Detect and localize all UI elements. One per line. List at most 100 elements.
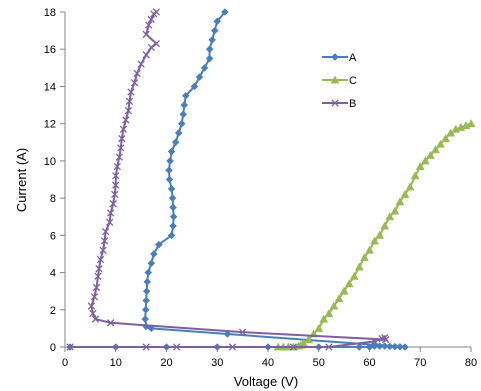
legend-label-a: A xyxy=(349,52,357,64)
y-tick-label: 6 xyxy=(50,230,56,242)
x-tick-label: 20 xyxy=(160,357,172,369)
data-point-c xyxy=(334,294,344,303)
x-tick-label: 40 xyxy=(262,357,274,369)
data-point-a xyxy=(180,101,189,109)
axes: 0 2 4 6 8 10 12 14 16 18 0 10 20 30 40 50 60 70 80 xyxy=(44,7,477,369)
data-point-b xyxy=(115,153,123,161)
data-point-c xyxy=(431,145,440,154)
legend-entry-a: A xyxy=(322,52,357,64)
data-point-a xyxy=(190,82,199,91)
data-point-a xyxy=(391,342,399,351)
data-point-a xyxy=(144,268,153,277)
data-point-c xyxy=(365,245,374,254)
legend-entry-c: C xyxy=(322,75,357,87)
data-point-b xyxy=(109,200,117,208)
data-point-b xyxy=(124,106,133,115)
data-point-b xyxy=(133,69,141,78)
x-tick-label: 0 xyxy=(62,357,68,369)
data-point-b xyxy=(325,343,333,351)
y-tick-label: 10 xyxy=(44,156,56,168)
series-a xyxy=(66,8,409,351)
data-point-b xyxy=(107,209,115,217)
data-point-a xyxy=(380,342,389,350)
data-point-b xyxy=(172,343,181,351)
data-point-b xyxy=(111,190,119,199)
data-point-b xyxy=(122,116,130,124)
legend-label-b: B xyxy=(349,98,356,110)
x-tick-label: 10 xyxy=(110,357,122,369)
data-point-c xyxy=(360,253,369,262)
x-tick-label: 30 xyxy=(211,357,223,369)
data-point-c xyxy=(415,161,425,170)
data-point-b xyxy=(370,337,379,346)
data-point-a xyxy=(396,342,404,351)
data-point-a xyxy=(165,175,174,184)
data-point-b xyxy=(118,134,126,143)
data-point-a xyxy=(171,138,180,147)
data-point-b xyxy=(130,79,139,87)
data-point-a xyxy=(401,343,409,351)
data-point-a xyxy=(142,287,151,296)
data-point-b xyxy=(100,237,109,245)
legend-label-c: C xyxy=(349,75,357,87)
data-point-a xyxy=(200,63,209,72)
data-point-a xyxy=(165,166,173,175)
data-point-b xyxy=(87,302,96,310)
data-point-a xyxy=(142,296,151,305)
data-point-c xyxy=(324,308,334,317)
data-point-a xyxy=(355,343,364,351)
data-point-a xyxy=(169,212,178,221)
data-point-a xyxy=(141,315,150,323)
data-point-b xyxy=(96,255,105,264)
x-tick-label: 70 xyxy=(414,357,426,369)
data-point-a xyxy=(167,231,176,240)
data-point-b xyxy=(117,144,125,152)
legend-marker-c xyxy=(330,75,340,84)
data-point-b xyxy=(289,343,298,351)
data-point-c xyxy=(304,335,314,344)
data-point-b xyxy=(113,162,121,171)
data-point-b xyxy=(137,60,145,68)
data-point-c xyxy=(400,189,410,198)
y-tick-label: 8 xyxy=(50,193,56,205)
y-tick-label: 16 xyxy=(44,44,56,56)
y-tick-label: 12 xyxy=(44,119,56,131)
data-point-b xyxy=(142,343,150,351)
series-c xyxy=(273,119,476,351)
y-tick-label: 14 xyxy=(44,81,56,93)
y-tick-label: 18 xyxy=(44,7,56,19)
x-tick-label: 80 xyxy=(465,357,477,369)
data-point-c xyxy=(370,236,379,245)
y-tick-label: 2 xyxy=(50,305,56,317)
data-point-b xyxy=(112,181,120,189)
legend-marker-a xyxy=(331,53,339,61)
data-point-c xyxy=(349,271,359,280)
data-point-b xyxy=(142,30,150,38)
x-axis-title: Voltage (V) xyxy=(234,374,298,389)
data-point-b xyxy=(127,88,135,96)
data-point-a xyxy=(169,203,177,212)
y-axis-title: Current (A) xyxy=(14,148,29,212)
data-point-c xyxy=(395,197,405,206)
data-point-c xyxy=(339,286,349,295)
data-point-b xyxy=(119,125,128,133)
data-point-a xyxy=(167,184,176,193)
series-layer xyxy=(66,8,476,351)
data-point-a xyxy=(149,250,158,258)
data-point-b xyxy=(95,265,103,273)
data-point-b xyxy=(112,172,120,180)
data-point-b xyxy=(90,293,99,301)
y-tick-label: 4 xyxy=(50,268,56,280)
data-point-b xyxy=(238,328,247,336)
y-tick-label: 0 xyxy=(50,342,56,354)
data-point-a xyxy=(370,342,379,350)
data-point-c xyxy=(436,139,445,148)
data-point-c xyxy=(405,182,415,191)
data-point-a xyxy=(155,240,163,249)
data-point-b xyxy=(145,21,153,29)
data-point-b xyxy=(228,343,237,351)
data-point-c xyxy=(380,221,390,230)
data-point-c xyxy=(329,301,339,310)
data-point-b xyxy=(94,272,102,280)
x-tick-label: 60 xyxy=(363,357,375,369)
